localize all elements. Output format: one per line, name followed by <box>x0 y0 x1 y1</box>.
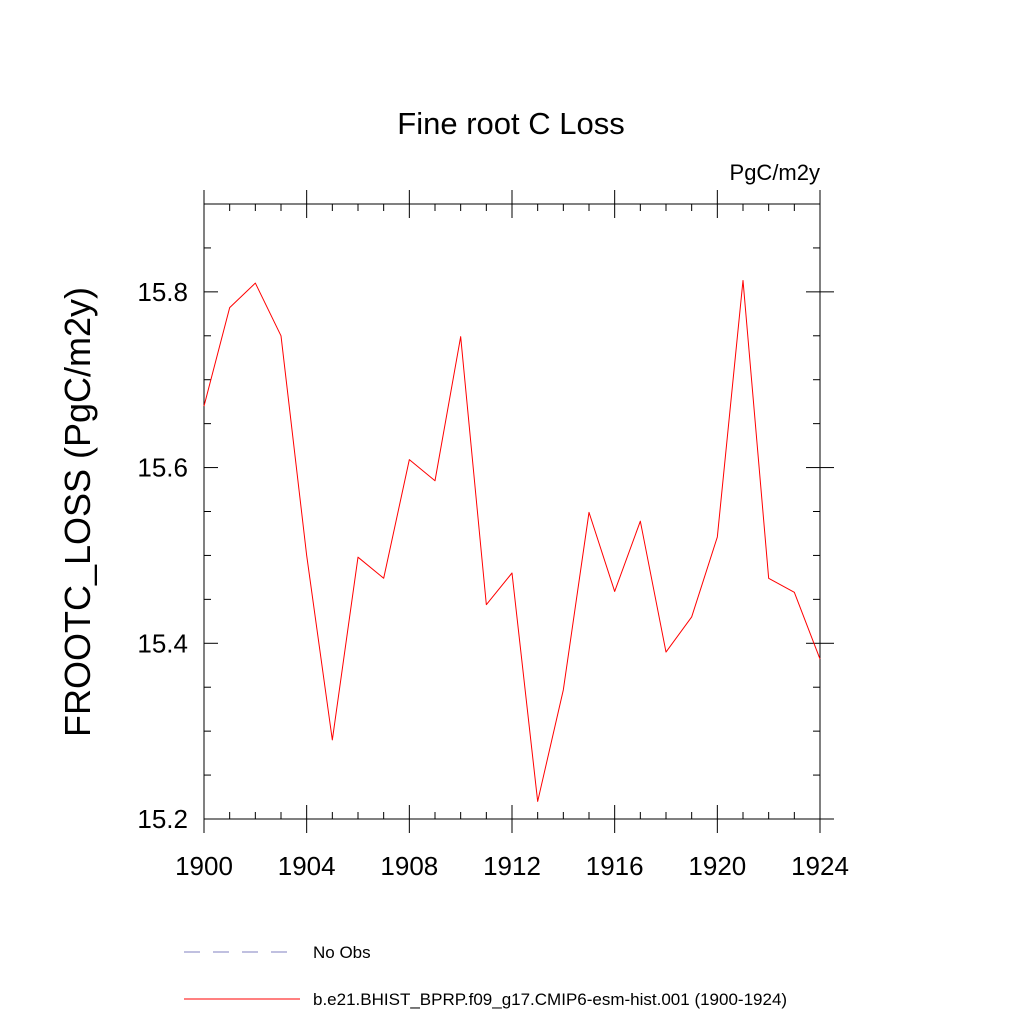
x-tick-label: 1912 <box>483 851 541 881</box>
x-tick-label: 1900 <box>175 851 233 881</box>
y-tick-label: 15.4 <box>137 628 188 658</box>
series-line <box>203 279 821 802</box>
x-tick-label: 1920 <box>688 851 746 881</box>
y-tick-label: 15.2 <box>137 804 188 834</box>
legend-label: No Obs <box>313 943 371 962</box>
x-tick-label: 1908 <box>380 851 438 881</box>
y-axis-label: FROOTC_LOSS (PgC/m2y) <box>57 287 98 737</box>
data-series <box>203 279 821 802</box>
x-tick-label: 1924 <box>791 851 849 881</box>
y-tick-label: 15.6 <box>137 453 188 483</box>
units-label: PgC/m2y <box>730 160 820 185</box>
x-tick-label: 1904 <box>278 851 336 881</box>
plot-frame <box>203 203 821 820</box>
y-tick-label: 15.8 <box>137 277 188 307</box>
legend-label: b.e21.BHIST_BPRP.f09_g17.CMIP6-esm-hist.… <box>313 990 787 1009</box>
x-tick-label: 1916 <box>586 851 644 881</box>
tick-labels: 1900 1904 1908 1912 1916 1920 1924 15.2 15.4 15.6… <box>137 277 849 881</box>
axis-ticks <box>203 190 834 833</box>
legend: No Obs b.e21.BHIST_BPRP.f09_g17.CMIP6-esm… <box>184 943 787 1009</box>
chart-title: Fine root C Loss <box>397 106 624 141</box>
